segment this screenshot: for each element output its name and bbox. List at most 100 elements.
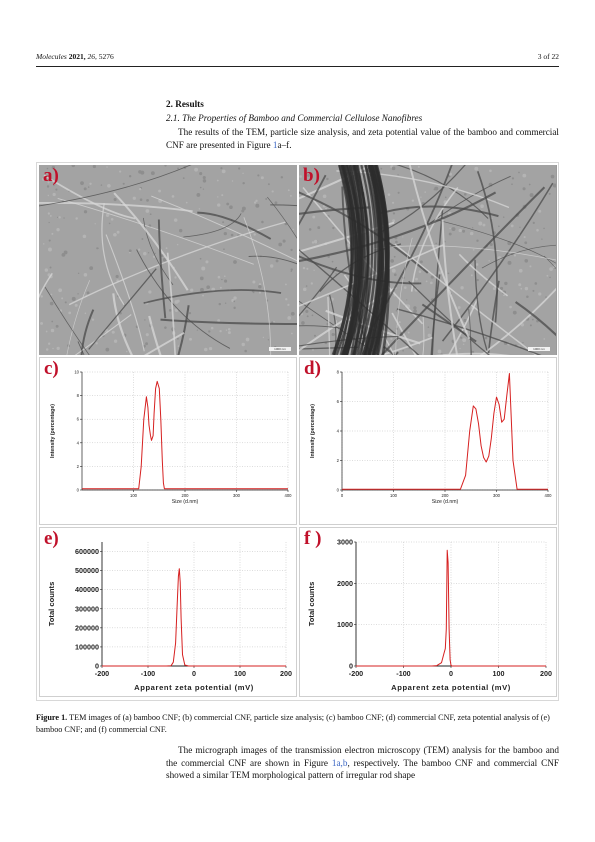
x-tick-label: -200 xyxy=(349,669,363,678)
tem-grain xyxy=(176,243,179,246)
tem-grain xyxy=(106,166,108,168)
body-paragraph: The micrograph images of the transmissio… xyxy=(166,744,559,782)
tem-grain xyxy=(497,256,502,261)
tem-grain xyxy=(498,225,500,228)
tem-grain xyxy=(84,312,87,315)
tem-grain xyxy=(241,342,245,347)
figure-ref-link-2[interactable]: 1a,b xyxy=(331,757,348,768)
x-tick-label: -100 xyxy=(141,669,155,678)
tem-fibril xyxy=(299,244,444,307)
tem-grain xyxy=(322,204,326,208)
tem-grain xyxy=(305,309,309,313)
header-rule xyxy=(36,66,559,67)
tem-fibril xyxy=(136,249,231,349)
tem-grain xyxy=(223,275,226,277)
tem-grain xyxy=(463,193,467,196)
figure-ref-link[interactable]: 1 xyxy=(272,139,278,150)
tem-grain xyxy=(287,303,290,307)
tem-grain xyxy=(324,207,328,210)
tem-grain xyxy=(489,242,493,246)
tem-grain xyxy=(347,243,350,245)
tem-bundle xyxy=(354,165,374,355)
tem-grain xyxy=(189,337,192,341)
tem-grain xyxy=(96,247,99,250)
tem-grain xyxy=(529,265,532,268)
tem-grain xyxy=(55,188,58,191)
tem-fibril xyxy=(487,280,500,355)
tem-grain xyxy=(107,183,111,188)
y-tick-label: 2000 xyxy=(337,579,353,588)
scale-bar xyxy=(528,347,550,351)
tem-grain xyxy=(56,346,60,351)
tem-grain xyxy=(262,336,265,339)
size-chart-commercial: 0 100 200 300 400 0 2 4 6 8 Size (d.nm) Intensity (… xyxy=(299,357,557,525)
tem-grain xyxy=(115,274,119,279)
tem-fibril xyxy=(395,237,413,355)
tem-grain xyxy=(305,285,308,287)
tem-grain xyxy=(231,180,234,182)
tem-grain xyxy=(310,282,313,285)
tem-grain xyxy=(122,182,125,185)
tem-grain xyxy=(526,295,529,299)
tem-grain xyxy=(538,292,542,296)
tem-grain xyxy=(471,227,474,229)
tem-grain xyxy=(393,255,396,258)
tem-grain xyxy=(51,165,56,170)
tem-grain xyxy=(148,290,152,294)
tem-bundle xyxy=(340,165,362,355)
tem-fibril xyxy=(101,203,125,306)
series-line xyxy=(82,380,288,490)
tem-grain xyxy=(448,232,452,236)
x-tick-label: 100 xyxy=(130,493,138,498)
y-tick-label: 6 xyxy=(337,399,340,404)
tem-fibril xyxy=(408,280,491,355)
y-tick-label: 10 xyxy=(74,369,79,374)
tem-grain xyxy=(64,301,67,304)
tem-grain xyxy=(488,260,490,262)
tem-grain xyxy=(45,348,49,351)
tem-grain xyxy=(177,167,179,170)
tem-grain xyxy=(74,303,78,307)
tem-grain xyxy=(221,278,223,281)
tem-grain xyxy=(220,167,223,170)
tem-grain xyxy=(253,201,257,204)
tem-fibril xyxy=(434,352,510,355)
tem-fibril xyxy=(458,253,509,297)
tem-grain xyxy=(290,194,292,197)
tem-grain xyxy=(460,286,464,290)
zeta-chart-bamboo: -200 -100 0 100 200 0 100000 200000 300000 400000… xyxy=(39,527,297,697)
tem-grain xyxy=(302,266,306,270)
tem-grain xyxy=(128,175,132,178)
tem-grain xyxy=(46,167,49,170)
tem-fibril xyxy=(270,204,297,207)
tem-grain xyxy=(478,221,483,226)
tem-grain xyxy=(524,286,529,291)
tem-fibril xyxy=(39,165,192,207)
tem-fibril xyxy=(267,196,297,239)
tem-grain xyxy=(119,170,122,173)
tem-grain xyxy=(55,324,59,328)
x-tick-label: 100 xyxy=(234,669,246,678)
tem-grain xyxy=(49,214,52,217)
tem-grain xyxy=(177,345,180,348)
tem-grain xyxy=(502,216,505,218)
tem-grain xyxy=(397,191,400,194)
tem-grain xyxy=(53,184,55,187)
tem-grain xyxy=(459,347,461,350)
tem-grain xyxy=(48,342,51,345)
body-text-a: The micrograph images of the transmissio… xyxy=(166,745,559,768)
tem-grain xyxy=(287,316,291,320)
zeta-chart-commercial: -200 -100 0 100 200 0 1000 2000 3000 Apparent zet… xyxy=(299,527,557,697)
tem-grain xyxy=(290,311,295,316)
tem-grain xyxy=(226,202,230,206)
tem-fibril xyxy=(57,198,254,265)
figure-ref-range: a–f xyxy=(277,139,290,150)
tem-grain xyxy=(61,253,66,257)
tem-grain xyxy=(47,212,51,215)
tem-grain xyxy=(403,286,407,289)
tem-grain xyxy=(437,349,442,354)
tem-grain xyxy=(185,201,188,204)
tem-grain xyxy=(469,231,474,236)
tem-grain xyxy=(222,221,225,224)
